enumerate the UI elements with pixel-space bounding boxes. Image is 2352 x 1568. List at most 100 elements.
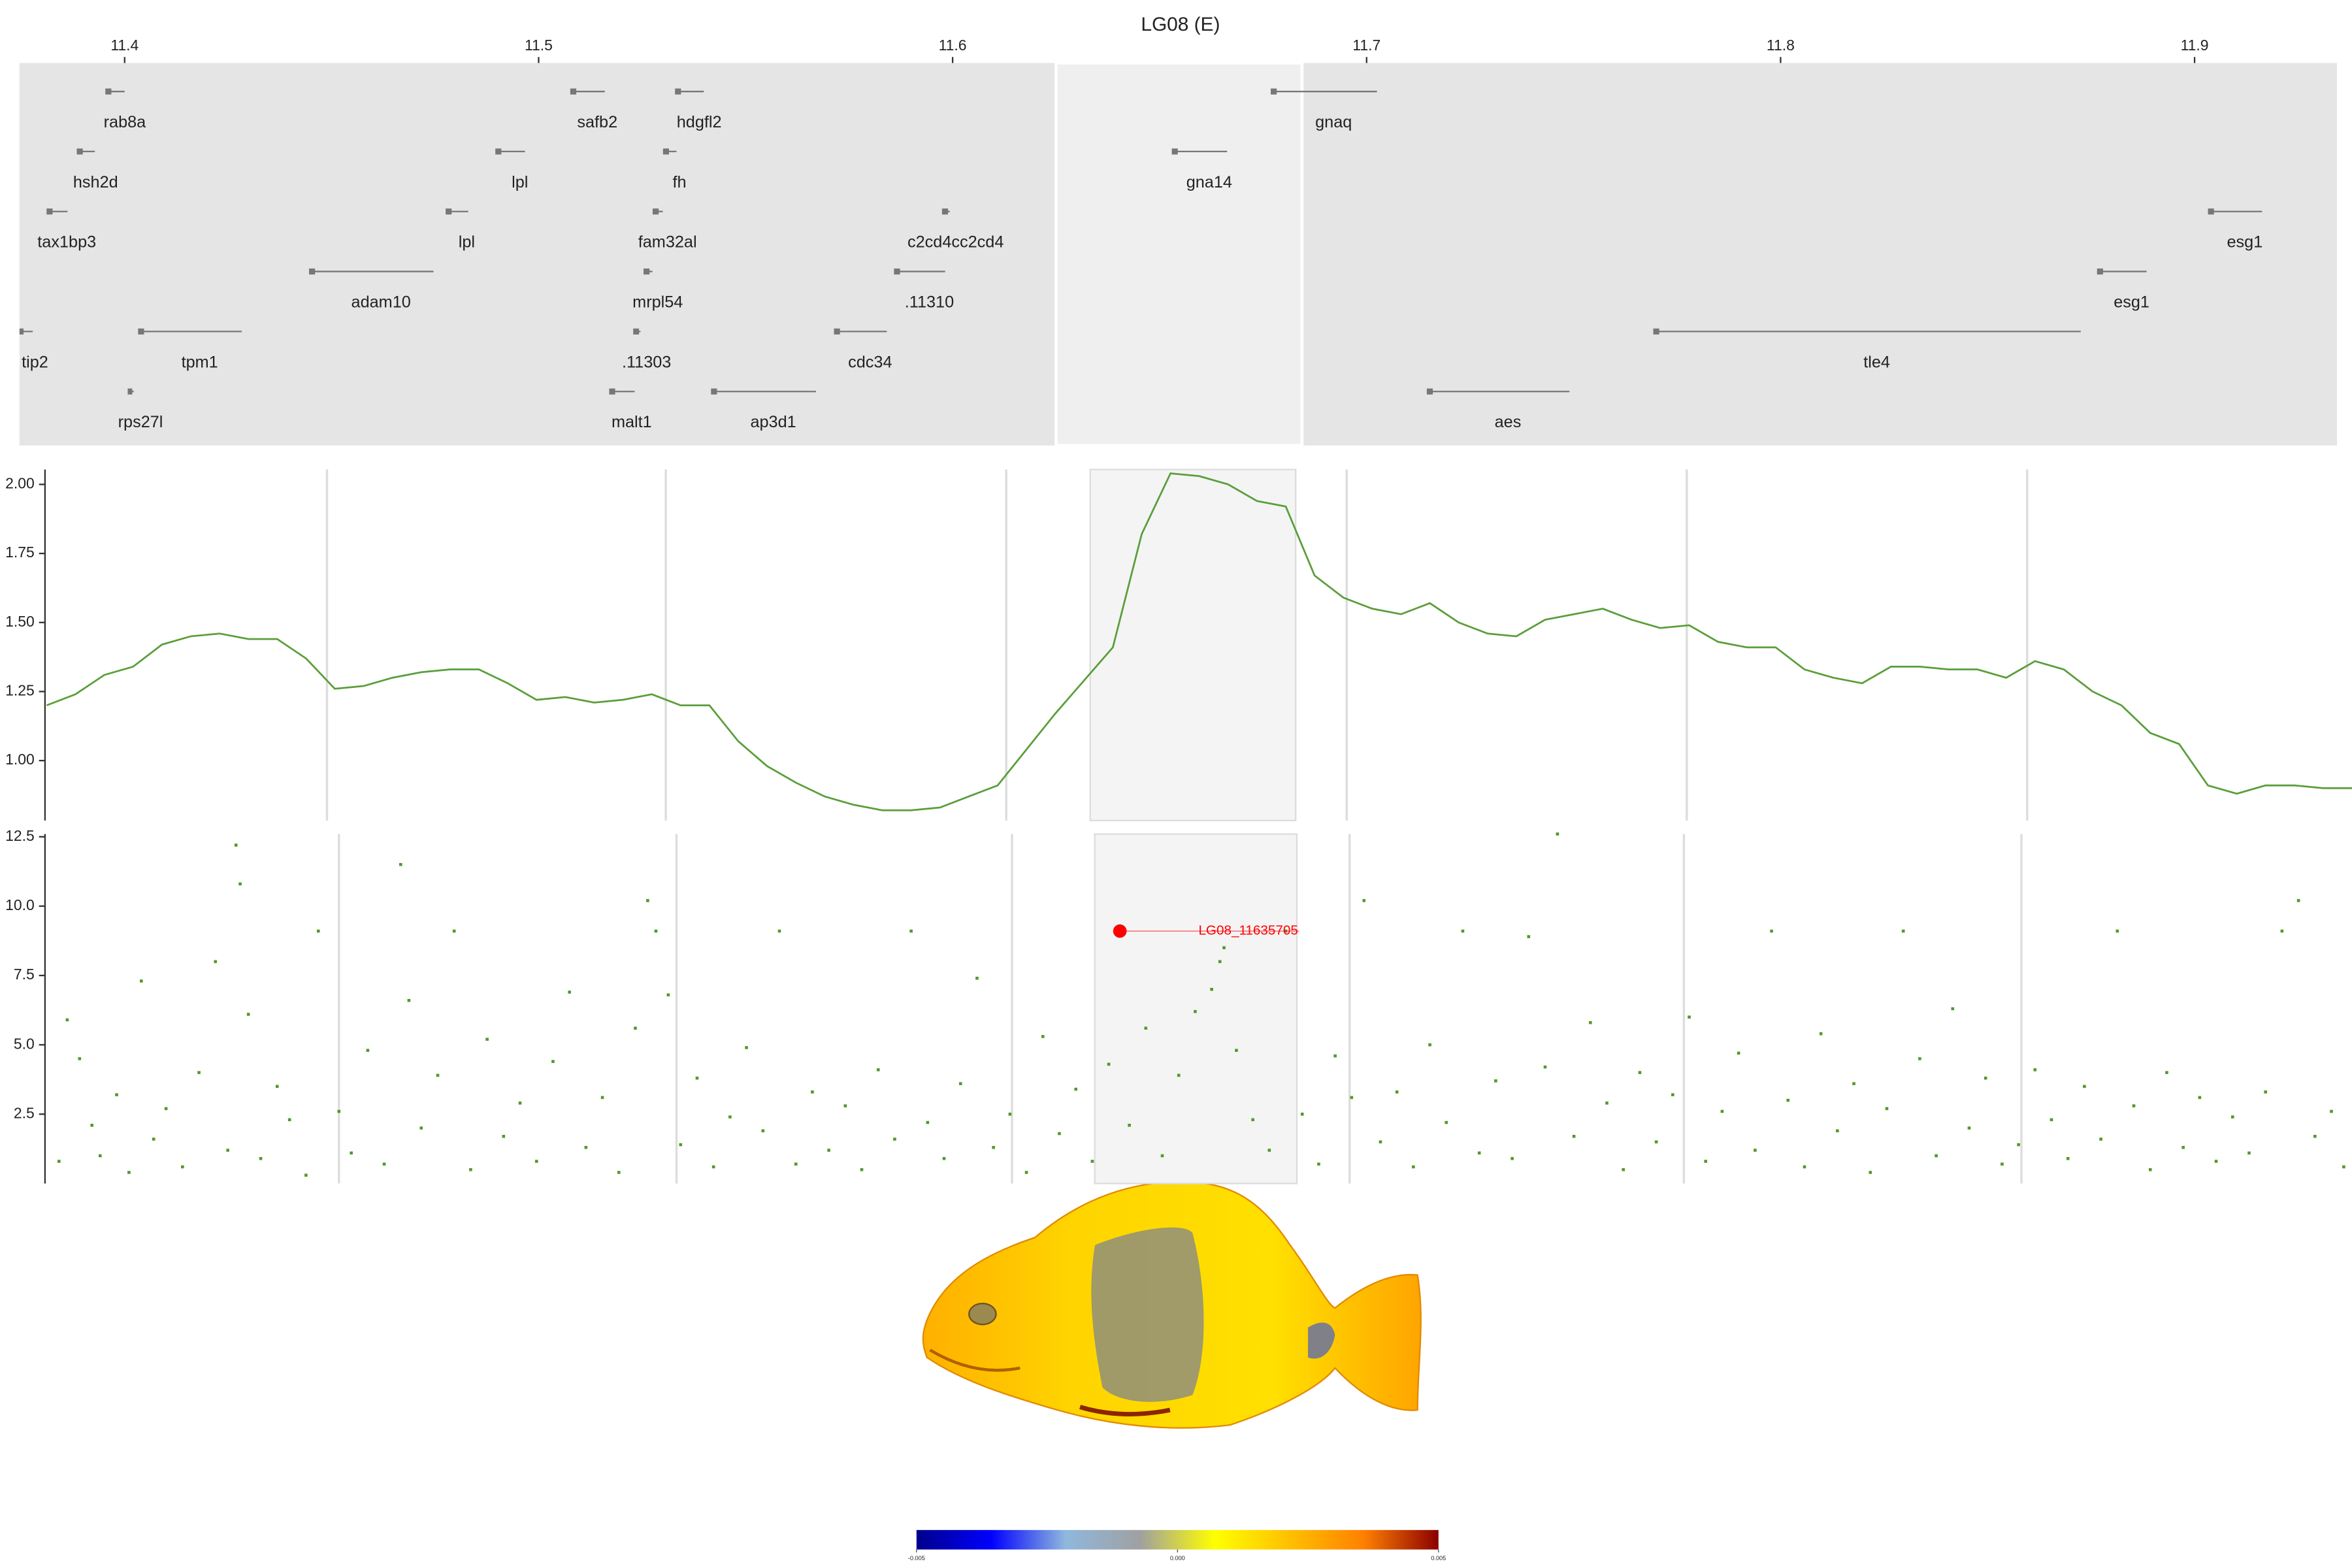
gene-label: cdc34 bbox=[848, 353, 892, 371]
point bbox=[350, 1151, 353, 1155]
y-tick-label: 12.5 bbox=[5, 827, 35, 844]
gene-label: fh bbox=[673, 173, 687, 191]
point bbox=[502, 1135, 506, 1138]
point bbox=[337, 1109, 341, 1113]
point bbox=[1317, 1162, 1320, 1166]
point bbox=[893, 1137, 896, 1141]
point bbox=[234, 843, 238, 847]
x-tick-label: 11.5 bbox=[525, 37, 553, 54]
point bbox=[1737, 1051, 1740, 1055]
point bbox=[469, 1168, 472, 1171]
point bbox=[1543, 1065, 1547, 1069]
point bbox=[1058, 1132, 1061, 1135]
point bbox=[1041, 1035, 1045, 1038]
point bbox=[1918, 1057, 1921, 1060]
point bbox=[152, 1137, 155, 1141]
point bbox=[1428, 1043, 1431, 1047]
point bbox=[214, 960, 218, 964]
point bbox=[65, 1018, 69, 1022]
gene-exon bbox=[76, 148, 83, 155]
gene-label: lpl bbox=[459, 233, 475, 252]
point bbox=[1654, 1140, 1658, 1144]
point bbox=[127, 1171, 131, 1174]
point bbox=[1803, 1165, 1806, 1169]
gene-exon bbox=[495, 148, 502, 155]
point bbox=[2083, 1085, 2086, 1088]
point bbox=[1251, 1118, 1254, 1122]
point bbox=[1144, 1026, 1148, 1030]
point bbox=[1556, 832, 1560, 836]
point bbox=[1379, 1140, 1382, 1144]
point bbox=[634, 1026, 637, 1030]
gene-exon bbox=[941, 208, 949, 215]
point bbox=[1852, 1082, 1855, 1085]
y-tick-label: 1.00 bbox=[5, 751, 35, 768]
point bbox=[1194, 1009, 1197, 1013]
annotated-point bbox=[1113, 924, 1127, 938]
gene-exon bbox=[644, 268, 650, 275]
point bbox=[1461, 929, 1465, 933]
point bbox=[534, 1160, 538, 1163]
y-tick-label: 1.50 bbox=[5, 613, 35, 630]
point bbox=[1090, 1160, 1094, 1163]
point bbox=[1688, 1015, 1691, 1019]
gene-exon bbox=[46, 208, 53, 215]
point bbox=[679, 1143, 683, 1147]
gene-label: esg1 bbox=[2114, 293, 2149, 311]
point bbox=[1128, 1124, 1131, 1127]
point bbox=[584, 1145, 588, 1149]
point bbox=[382, 1162, 386, 1166]
gene-exon bbox=[2097, 268, 2103, 275]
point bbox=[181, 1165, 184, 1169]
gene-exon bbox=[138, 328, 144, 335]
gene-exon bbox=[570, 88, 577, 95]
gene-exon bbox=[309, 268, 316, 275]
point bbox=[1984, 1076, 1987, 1080]
point bbox=[1836, 1129, 1839, 1133]
point bbox=[2198, 1096, 2202, 1100]
gene-exon bbox=[1270, 88, 1277, 95]
gene-label: tle4 bbox=[1863, 353, 1890, 371]
point bbox=[304, 1173, 308, 1177]
point bbox=[2247, 1151, 2251, 1155]
point bbox=[876, 1068, 880, 1071]
point bbox=[2342, 1165, 2345, 1169]
point bbox=[238, 882, 242, 886]
gene-label: tax1bp3 bbox=[37, 233, 96, 252]
point bbox=[1024, 1171, 1028, 1174]
point bbox=[2001, 1162, 2004, 1166]
gene-label: hsh2d bbox=[73, 173, 118, 191]
point bbox=[57, 1160, 61, 1163]
point bbox=[711, 1165, 715, 1169]
x-tick-label: 11.9 bbox=[2181, 37, 2209, 54]
point bbox=[1638, 1071, 1642, 1074]
point bbox=[1395, 1090, 1399, 1094]
highlight-region bbox=[1089, 468, 1297, 822]
point bbox=[1235, 1049, 1238, 1052]
x-tick-label: 11.8 bbox=[1767, 37, 1795, 54]
point bbox=[452, 929, 456, 933]
point bbox=[1935, 1154, 1938, 1158]
point bbox=[1445, 1120, 1448, 1124]
point bbox=[992, 1145, 995, 1149]
point bbox=[140, 979, 143, 983]
point bbox=[99, 1154, 102, 1158]
point bbox=[2017, 1143, 2020, 1147]
point bbox=[164, 1107, 168, 1111]
point bbox=[745, 1046, 748, 1049]
point bbox=[1267, 1149, 1271, 1152]
point bbox=[2066, 1156, 2070, 1160]
point bbox=[1412, 1165, 1415, 1169]
x-tick-label: 11.7 bbox=[1352, 37, 1380, 54]
gene-label: gna14 bbox=[1186, 173, 1232, 191]
point bbox=[2230, 1115, 2234, 1119]
point bbox=[1222, 946, 1226, 949]
point bbox=[958, 1082, 962, 1085]
point bbox=[2033, 1068, 2037, 1071]
gene-exon bbox=[1171, 148, 1178, 155]
x-tick-label: 11.6 bbox=[939, 37, 967, 54]
point bbox=[794, 1162, 798, 1166]
gene-label: tip2 bbox=[22, 353, 48, 371]
point bbox=[1107, 1062, 1111, 1066]
colorbar-tick-label: -0.005 bbox=[908, 1555, 925, 1561]
